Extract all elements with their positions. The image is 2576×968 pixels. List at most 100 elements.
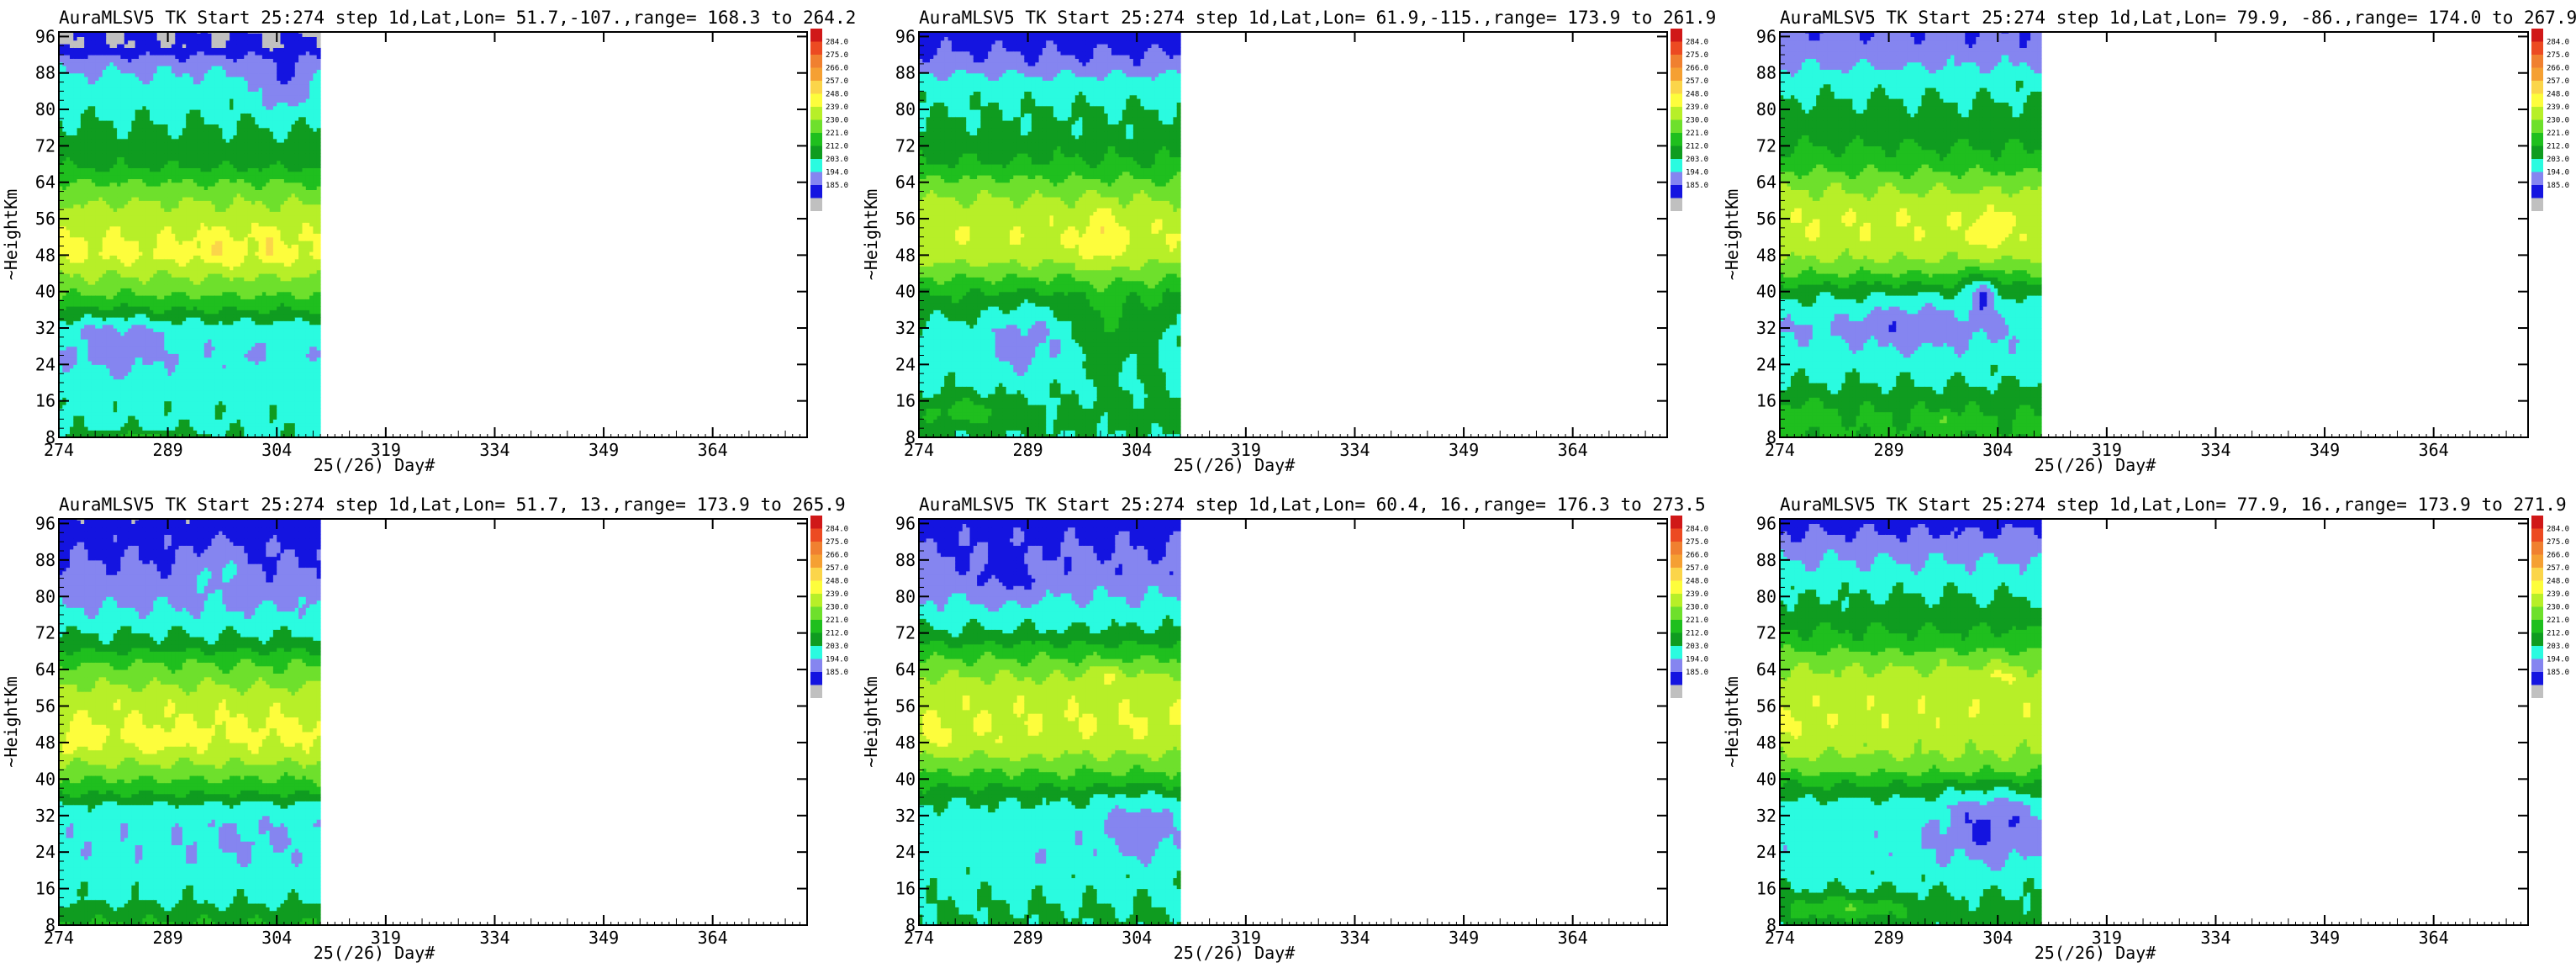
- field-cell: [88, 145, 92, 150]
- field-cell: [161, 259, 165, 263]
- field-cell: [150, 306, 154, 310]
- field-cell: [73, 390, 77, 394]
- field-cell: [106, 73, 110, 77]
- field-cell: [110, 383, 114, 387]
- field-cell: [99, 142, 103, 146]
- field-cell: [110, 262, 114, 267]
- field-cell: [124, 230, 129, 234]
- field-cell: [135, 161, 140, 165]
- field-cell: [92, 325, 96, 329]
- field-cell: [103, 430, 107, 434]
- field-cell: [139, 69, 143, 73]
- field-cell: [135, 386, 140, 390]
- field-cell: [99, 44, 103, 48]
- field-cell: [77, 98, 82, 103]
- field-cell: [113, 80, 118, 84]
- field-cell: [135, 222, 140, 226]
- field-cell: [92, 233, 96, 237]
- field-cell: [92, 98, 96, 103]
- field-cell: [84, 84, 88, 88]
- field-cell: [150, 415, 154, 420]
- field-cell: [62, 259, 66, 263]
- field-cell: [146, 248, 150, 252]
- field-cell: [124, 320, 129, 325]
- field-cell: [142, 95, 146, 99]
- field-cell: [153, 241, 157, 245]
- field-cell: [161, 375, 165, 379]
- field-cell: [106, 189, 110, 193]
- field-cell: [73, 58, 77, 62]
- field-cell: [70, 390, 74, 394]
- field-cell: [117, 230, 121, 234]
- field-cell: [146, 397, 150, 401]
- field-cell: [106, 364, 110, 368]
- field-cell: [157, 292, 161, 296]
- field-cell: [106, 164, 110, 168]
- field-cell: [128, 193, 132, 198]
- field-cell: [135, 270, 140, 274]
- field-cell: [92, 368, 96, 373]
- field-cell: [161, 397, 165, 401]
- field-cell: [81, 273, 85, 278]
- field-cell: [103, 139, 107, 143]
- field-cell: [153, 161, 157, 165]
- field-cell: [81, 139, 85, 143]
- field-cell: [128, 331, 132, 336]
- field-cell: [77, 292, 82, 296]
- field-cell: [62, 357, 66, 362]
- field-cell: [153, 197, 157, 201]
- field-cell: [73, 357, 77, 362]
- field-cell: [150, 58, 154, 62]
- field-cell: [84, 397, 88, 401]
- field-cell: [142, 248, 146, 252]
- field-cell: [70, 204, 74, 209]
- field-cell: [81, 47, 85, 51]
- field-cell: [62, 430, 66, 434]
- field-cell: [124, 379, 129, 383]
- field-cell: [157, 295, 161, 299]
- field-cell: [73, 150, 77, 154]
- field-cell: [77, 320, 82, 325]
- field-cell: [73, 153, 77, 157]
- field-cell: [131, 84, 135, 88]
- field-cell: [106, 419, 110, 423]
- field-cell: [84, 248, 88, 252]
- field-cell: [135, 150, 140, 154]
- field-cell: [66, 91, 71, 95]
- field-cell: [110, 128, 114, 132]
- field-cell: [157, 375, 161, 379]
- field-cell: [110, 306, 114, 310]
- field-cell: [139, 386, 143, 390]
- field-cell: [84, 197, 88, 201]
- field-cell: [142, 372, 146, 376]
- field-cell: [113, 142, 118, 146]
- field-cell: [153, 288, 157, 292]
- field-cell: [142, 306, 146, 310]
- field-cell: [95, 95, 99, 99]
- field-cell: [120, 412, 124, 416]
- field-cell: [135, 361, 140, 365]
- field-cell: [161, 379, 165, 383]
- field-cell: [62, 248, 66, 252]
- field-cell: [157, 401, 161, 405]
- field-cell: [110, 342, 114, 346]
- field-cell: [77, 415, 82, 420]
- field-cell: [131, 277, 135, 281]
- field-cell: [106, 233, 110, 237]
- field-cell: [120, 135, 124, 139]
- field-cell: [88, 325, 92, 329]
- field-cell: [128, 222, 132, 226]
- field-cell: [120, 248, 124, 252]
- field-cell: [120, 346, 124, 351]
- field-cell: [106, 390, 110, 394]
- field-cell: [84, 281, 88, 285]
- field-cell: [66, 408, 71, 412]
- field-cell: [128, 167, 132, 172]
- field-cell: [120, 36, 124, 40]
- field-cell: [139, 189, 143, 193]
- field-cell: [77, 241, 82, 245]
- field-cell: [135, 62, 140, 66]
- field-cell: [139, 40, 143, 45]
- field-cell: [131, 423, 135, 427]
- field-cell: [139, 270, 143, 274]
